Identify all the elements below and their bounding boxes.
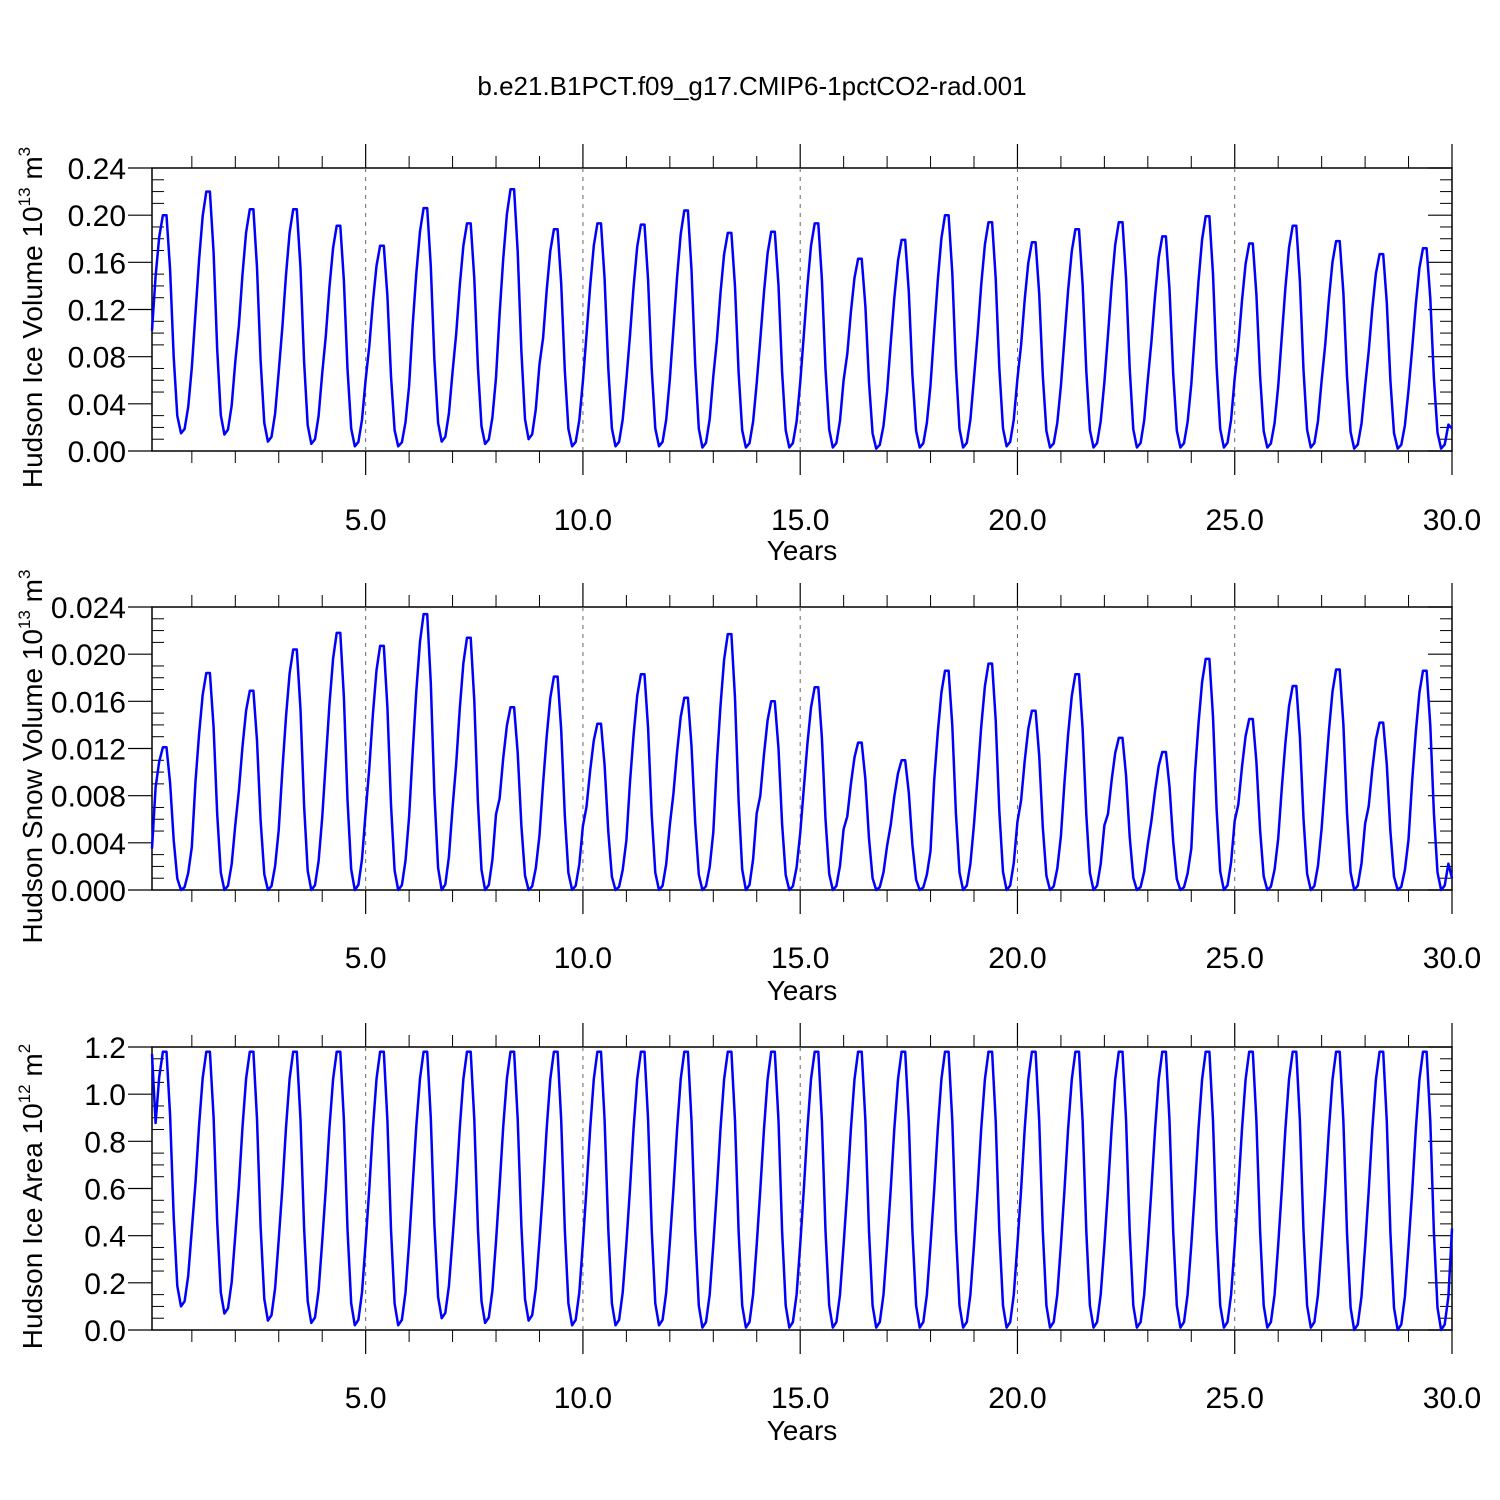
y-tick-label: 1.0 [84, 1079, 126, 1112]
x-tick-label: 30.0 [1423, 1382, 1481, 1415]
x-tick-label: 30.0 [1423, 942, 1481, 975]
x-tick-label: 5.0 [345, 1382, 387, 1415]
x-tick-label: 20.0 [988, 504, 1046, 537]
x-tick-label: 25.0 [1206, 504, 1264, 537]
y-tick-label: 0.016 [51, 686, 126, 719]
x-tick-label: 5.0 [345, 942, 387, 975]
y-tick-label: 0.04 [68, 389, 126, 422]
figure-title: b.e21.B1PCT.f09_g17.CMIP6-1pctCO2-rad.00… [477, 71, 1026, 101]
y-tick-label: 0.16 [68, 247, 126, 280]
panel-1: 5.0 10.0 15.0 20.0 25.0 30.0 0.00 0.04 0.08 0.12 0… [15, 144, 1481, 566]
x-tick-label: 25.0 [1206, 1382, 1264, 1415]
panel-2: 5.0 10.0 15.0 20.0 25.0 30.0 0.000 0.004 0.008 0.… [15, 570, 1481, 1006]
x-axis-label: Years [767, 975, 838, 1006]
y-tick-label: 0.24 [68, 153, 126, 186]
y-tick-label: 0.020 [51, 639, 126, 672]
y-tick-label: 0.000 [51, 875, 126, 908]
y-tick-label: 0.0 [84, 1315, 126, 1348]
x-tick-label: 10.0 [554, 942, 612, 975]
x-tick-label: 5.0 [345, 504, 387, 537]
y-tick-label: 0.2 [84, 1268, 126, 1301]
x-tick-label: 25.0 [1206, 942, 1264, 975]
y-tick-label: 0.00 [68, 436, 126, 469]
x-tick-label: 10.0 [554, 1382, 612, 1415]
y-tick-label: 0.12 [68, 295, 126, 328]
y-tick-label: 0.004 [51, 828, 126, 861]
x-tick-label: 15.0 [771, 504, 829, 537]
y-tick-label: 0.8 [84, 1126, 126, 1159]
x-tick-label: 15.0 [771, 942, 829, 975]
series-line-1 [150, 612, 1454, 892]
plot-frame [151, 606, 1453, 891]
series-line-1 [150, 1050, 1454, 1332]
panels: 5.0 10.0 15.0 20.0 25.0 30.0 0.00 0.04 0.08 0.12 0… [15, 144, 1481, 1446]
x-tick-label: 30.0 [1423, 504, 1481, 537]
x-axis-label: Years [767, 535, 838, 566]
y-tick-label: 0.012 [51, 734, 126, 767]
panel-3: 5.0 10.0 15.0 20.0 25.0 30.0 0.0 0.2 0.4 0.6 0.8 1.… [15, 1023, 1481, 1446]
y-tick-label: 1.2 [84, 1032, 126, 1065]
y-axis-label: Hudson Ice Area 1012 m2 [15, 1044, 48, 1349]
y-axis-label: Hudson Ice Volume 1013 m3 [15, 147, 48, 488]
x-axis-label: Years [767, 1415, 838, 1446]
y-tick-label: 0.08 [68, 342, 126, 375]
y-tick-label: 0.6 [84, 1174, 126, 1207]
y-tick-label: 0.024 [51, 592, 126, 625]
y-tick-label: 0.4 [84, 1221, 126, 1254]
x-tick-label: 15.0 [771, 1382, 829, 1415]
series-line-1 [150, 187, 1453, 450]
y-tick-label: 0.20 [68, 200, 126, 233]
y-tick-label: 0.008 [51, 781, 126, 814]
x-tick-label: 10.0 [554, 504, 612, 537]
x-tick-label: 20.0 [988, 942, 1046, 975]
y-axis-label: Hudson Snow Volume 1013 m3 [15, 570, 48, 944]
x-tick-label: 20.0 [988, 1382, 1046, 1415]
